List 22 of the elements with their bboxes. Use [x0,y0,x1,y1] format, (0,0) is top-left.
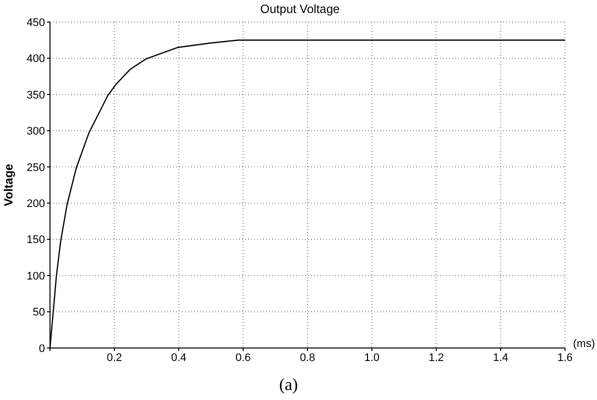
y-tick-label: 250 [26,162,45,174]
x-tick-label: 0.2 [106,352,122,364]
y-tick-label: 350 [26,89,45,102]
y-tick-label: 400 [26,53,45,66]
x-tick-label: 1.0 [364,352,380,364]
y-tick-label: 150 [26,234,45,246]
y-tick-label: 0 [38,342,45,355]
text: (a) [278,375,299,395]
y-tick-label: 100 [26,270,45,282]
chart-title: Output Voltage [260,2,340,16]
y-tick-label: 50 [32,306,45,319]
x-tick-label: 0.8 [300,352,316,364]
x-axis-title: (ms) [573,338,595,350]
x-tick-label: 0.4 [171,352,186,364]
y-axis-title: Voltage [1,163,16,206]
y-tick-label: 200 [26,198,45,210]
x-tick-label: 0.6 [235,352,251,364]
x-tick-label: 1.6 [557,352,573,364]
y-tick-label: 300 [26,126,45,138]
y-tick-label: 450 [26,16,45,29]
x-tick-label: 1.2 [428,352,444,364]
x-tick-label: 1.4 [492,352,508,364]
